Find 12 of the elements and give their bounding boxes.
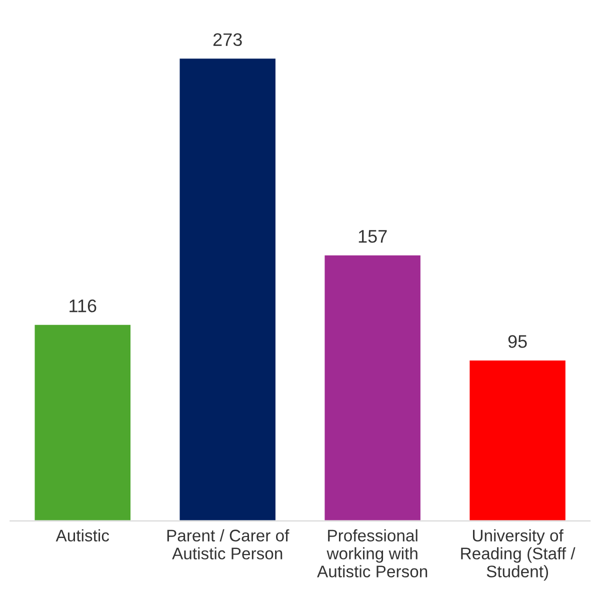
x-tick-label: Autistic	[56, 529, 110, 542]
data-label: 273	[213, 33, 242, 46]
bar	[323, 254, 422, 521]
bar	[33, 323, 132, 521]
x-tick-label: Parent / Carer of Autistic Person	[167, 529, 290, 560]
data-label: 116	[70, 300, 96, 312]
data-label: 95	[508, 335, 527, 348]
x-tick-label: University of Reading (Staff / Student)	[461, 529, 576, 581]
bar	[468, 359, 567, 521]
x-tick-label: Professional working with Autistic Person	[317, 529, 428, 578]
bar	[178, 57, 277, 521]
data-label: 157	[358, 230, 387, 243]
